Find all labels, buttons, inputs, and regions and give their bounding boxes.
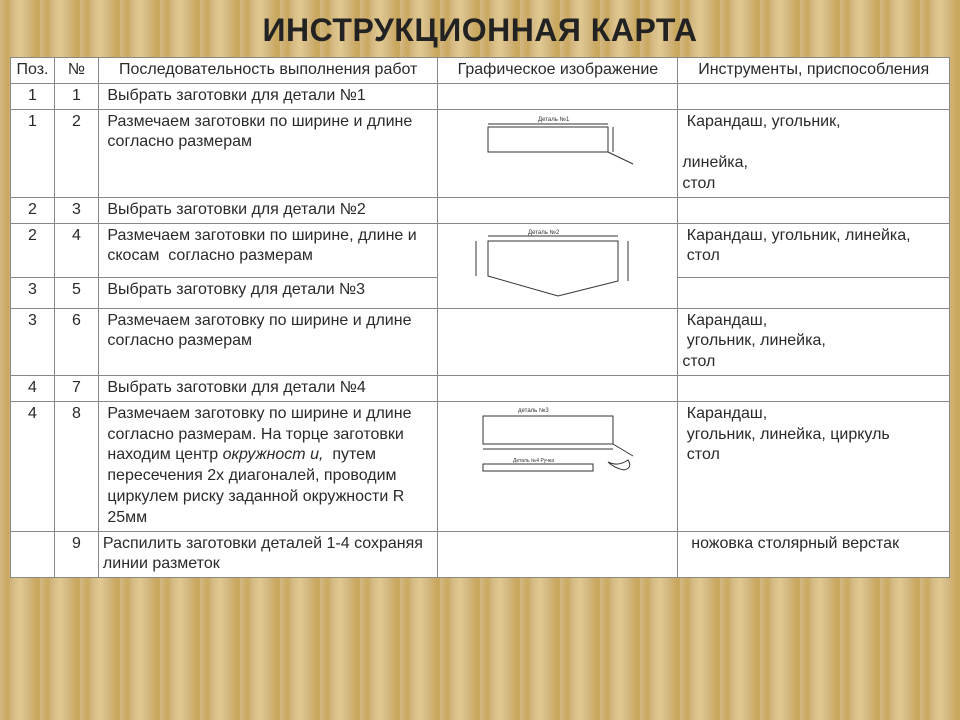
svg2-diagram: Деталь №2 — [442, 226, 673, 306]
cell-sequence: Размечаем заготовки по ширине, длине и с… — [98, 223, 438, 278]
cell-tools: Карандаш, угольник, линейка, стол — [678, 223, 950, 278]
cell-num: 3 — [54, 197, 98, 223]
table-header-row: Поз. № Последовательность выполнения раб… — [11, 58, 950, 84]
cell-pos: 1 — [11, 83, 55, 109]
cell-pos: 4 — [11, 401, 55, 531]
cell-pos: 3 — [11, 308, 55, 375]
svg-text:деталь №3: деталь №3 — [518, 407, 549, 414]
instruction-table: Поз. № Последовательность выполнения раб… — [10, 57, 950, 578]
cell-sequence: Выбрать заготовку для детали №3 — [98, 278, 438, 308]
cell-sequence: Выбрать заготовки для детали №4 — [98, 375, 438, 401]
cell-pos: 2 — [11, 197, 55, 223]
table-row: 11 Выбрать заготовки для детали №1 — [11, 83, 950, 109]
cell-graphic: деталь №3 Деталь №4 Ручка — [438, 401, 678, 531]
cell-pos: 4 — [11, 375, 55, 401]
cell-pos: 1 — [11, 109, 55, 197]
cell-pos: 3 — [11, 278, 55, 308]
cell-sequence: Выбрать заготовки для детали №1 — [98, 83, 438, 109]
table-row: 24 Размечаем заготовки по ширине, длине … — [11, 223, 950, 278]
page: ИНСТРУКЦИОННАЯ КАРТА Поз. № Последовател… — [0, 0, 960, 720]
cell-num: 8 — [54, 401, 98, 531]
cell-tools — [678, 83, 950, 109]
cell-graphic — [438, 197, 678, 223]
cell-graphic: Деталь №2 — [438, 223, 678, 308]
cell-graphic — [438, 308, 678, 375]
table-row: 36 Размечаем заготовку по ширине и длине… — [11, 308, 950, 375]
cell-pos: 2 — [11, 223, 55, 278]
cell-sequence: Размечаем заготовку по ширине и длине со… — [98, 308, 438, 375]
col-seq: Последовательность выполнения работ — [98, 58, 438, 84]
cell-num: 5 — [54, 278, 98, 308]
cell-tools: Карандаш, угольник, линейка, стол — [678, 109, 950, 197]
cell-num: 4 — [54, 223, 98, 278]
cell-tools — [678, 278, 950, 308]
col-graphic: Графическое изображение — [438, 58, 678, 84]
cell-tools — [678, 197, 950, 223]
cell-pos — [11, 531, 55, 578]
table-row: 23 Выбрать заготовки для детали №2 — [11, 197, 950, 223]
cell-sequence: Распилить заготовки деталей 1-4 сохраняя… — [98, 531, 438, 578]
cell-num: 2 — [54, 109, 98, 197]
cell-sequence: Размечаем заготовки по ширине и длине со… — [98, 109, 438, 197]
svg-text:Деталь №2: Деталь №2 — [528, 229, 560, 236]
cell-tools: ножовка столярный верстак — [678, 531, 950, 578]
col-pos: Поз. — [11, 58, 55, 84]
col-tools: Инструменты, приспособления — [678, 58, 950, 84]
cell-graphic: Деталь №1 — [438, 109, 678, 197]
table-row: 12 Размечаем заготовки по ширине и длине… — [11, 109, 950, 197]
cell-num: 6 — [54, 308, 98, 375]
cell-sequence: Выбрать заготовки для детали №2 — [98, 197, 438, 223]
svg-text:Деталь №4 Ручка: Деталь №4 Ручка — [513, 458, 554, 464]
cell-graphic — [438, 375, 678, 401]
table-row: 48 Размечаем заготовку по ширине и длине… — [11, 401, 950, 531]
cell-tools — [678, 375, 950, 401]
page-title: ИНСТРУКЦИОННАЯ КАРТА — [262, 12, 697, 49]
cell-num: 9 — [54, 531, 98, 578]
cell-tools: Карандаш, угольник, линейка, циркуль сто… — [678, 401, 950, 531]
svg-text:Деталь №1: Деталь №1 — [538, 116, 570, 123]
cell-sequence: Размечаем заготовку по ширине и длине со… — [98, 401, 438, 531]
col-num: № — [54, 58, 98, 84]
svg3-diagram: деталь №3 Деталь №4 Ручка — [442, 404, 673, 474]
cell-tools: Карандаш, угольник, линейка, стол — [678, 308, 950, 375]
cell-num: 1 — [54, 83, 98, 109]
svg1-diagram: Деталь №1 — [442, 112, 673, 172]
table-row: 9Распилить заготовки деталей 1-4 сохраня… — [11, 531, 950, 578]
table-row: 47 Выбрать заготовки для детали №4 — [11, 375, 950, 401]
cell-num: 7 — [54, 375, 98, 401]
cell-graphic — [438, 531, 678, 578]
cell-graphic — [438, 83, 678, 109]
